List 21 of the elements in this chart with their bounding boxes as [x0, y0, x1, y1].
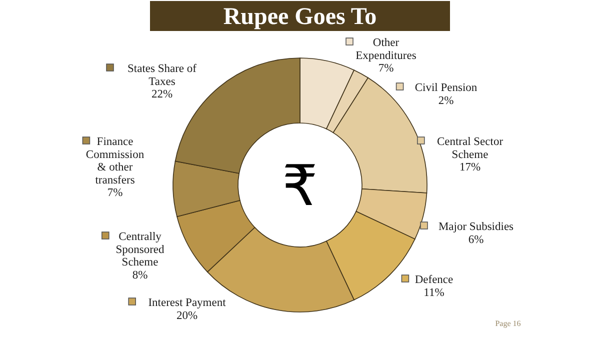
legend-label: Major Subsidies [438, 221, 514, 233]
data-label: 7% [378, 62, 394, 75]
legend-label: Interest Payment [148, 297, 227, 309]
data-label: 22% [151, 88, 173, 101]
legend-label: Civil Pension [414, 82, 478, 94]
data-label: 6% [468, 234, 484, 246]
data-label: 7% [107, 187, 124, 200]
data-label: 20% [176, 310, 198, 322]
data-label: 11% [424, 286, 445, 299]
legend-label: Finance Commission & other transfers [86, 136, 144, 186]
legend-label: Centrally Sponsored Scheme [116, 231, 165, 269]
legend-label: Defence [414, 274, 454, 286]
text: Page 16 [495, 319, 521, 328]
data-label: 17% [459, 162, 481, 174]
legend-label: Central Sector Scheme [436, 136, 504, 161]
data-label: 2% [438, 94, 454, 107]
data-label: 8% [132, 269, 148, 282]
text: ₹ [282, 154, 318, 219]
legend-label: Other Expenditures [356, 37, 417, 62]
chart-title: Rupee Goes To [223, 4, 377, 30]
legend-label: States Share of Taxes [128, 63, 197, 88]
